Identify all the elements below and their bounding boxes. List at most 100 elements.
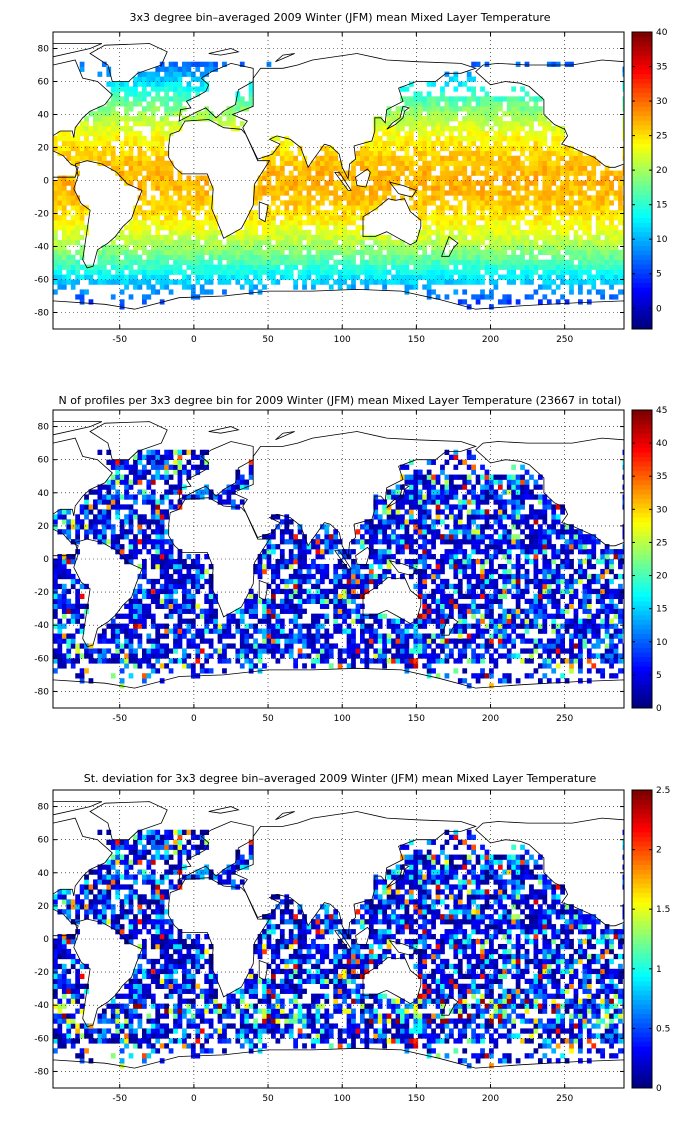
bin-cell: [288, 249, 294, 256]
bin-cell: [110, 479, 116, 485]
bin-cell: [413, 145, 419, 152]
bin-cell: [182, 598, 187, 604]
bin-cell: [53, 608, 58, 614]
bin-cell: [497, 140, 503, 147]
bin-cell: [453, 116, 459, 122]
bin-cell: [84, 225, 89, 231]
bin-cell: [266, 160, 272, 166]
bin-cell: [333, 593, 339, 600]
bin-cell: [168, 474, 174, 480]
bin-cell: [578, 170, 583, 176]
bin-cell: [195, 116, 201, 122]
bin-cell: [328, 244, 334, 251]
bin-cell: [533, 234, 539, 241]
bin-cell: [97, 269, 103, 275]
bin-cell: [489, 220, 494, 226]
bin-cell: [128, 140, 134, 147]
bin-cell: [364, 249, 370, 256]
bin-cell: [150, 449, 156, 455]
bin-cell: [279, 239, 285, 246]
bin-cell: [288, 578, 294, 585]
bin-cell: [417, 234, 423, 241]
bin-cell: [164, 269, 169, 275]
bin-cell: [235, 269, 241, 275]
bin-cell: [391, 249, 396, 256]
bin-cell: [199, 71, 205, 77]
bin-cell: [239, 663, 245, 669]
bin-cell: [484, 269, 490, 275]
bin-cell: [61, 588, 67, 595]
bin-cell: [489, 249, 494, 256]
bin-cell: [186, 215, 192, 221]
bin-cell: [466, 200, 472, 206]
bin-cell: [288, 254, 294, 260]
bin-cell: [128, 613, 134, 619]
bin-cell: [155, 643, 161, 649]
bin-cell: [275, 618, 281, 624]
bin-cell: [141, 135, 147, 142]
bin-cell: [239, 274, 245, 280]
bin-cell: [448, 254, 454, 260]
bin-cell: [57, 628, 63, 634]
bin-cell: [213, 116, 218, 122]
bin-cell: [262, 269, 267, 275]
bin-cell: [604, 234, 610, 241]
bin-cell: [253, 195, 258, 201]
bin-cell: [190, 598, 196, 604]
bin-cell: [155, 578, 161, 585]
bin-cell: [141, 225, 147, 231]
bin-cell: [546, 249, 552, 256]
bin-cell: [141, 489, 147, 495]
bin-cell: [618, 259, 623, 265]
coastlines: [53, 43, 624, 329]
bin-cell: [373, 638, 379, 644]
bin-cell: [155, 254, 161, 260]
bin-cell: [595, 160, 601, 166]
bin-cell: [57, 135, 63, 142]
bin-cell: [195, 643, 201, 649]
bin-cell: [404, 116, 410, 122]
bin-cell: [444, 294, 450, 300]
bin-cell: [182, 249, 187, 256]
bin-cell: [61, 514, 67, 520]
bin-cell: [395, 249, 401, 256]
bin-cell: [351, 269, 356, 275]
bin-cell: [302, 195, 307, 201]
bin-cell: [133, 598, 138, 604]
bin-cell: [150, 170, 156, 176]
bin-cell: [426, 289, 432, 295]
bin-cell: [573, 254, 579, 260]
bin-cell: [150, 140, 156, 147]
bin-cell: [253, 284, 258, 290]
bin-cell: [564, 230, 570, 236]
bin-cell: [302, 653, 307, 659]
bin-cell: [453, 225, 459, 231]
bin-cell: [248, 244, 254, 251]
bin-cell: [582, 259, 588, 265]
bin-cell: [173, 239, 178, 246]
bin-cell: [502, 264, 508, 270]
bin-cell: [506, 111, 512, 117]
bin-cell: [119, 170, 125, 176]
bin-cell: [124, 101, 129, 107]
bin-cell: [355, 215, 361, 221]
bin-cell: [622, 225, 624, 231]
bin-cell: [355, 583, 361, 590]
bin-cell: [391, 264, 396, 270]
bin-cell: [435, 180, 441, 186]
bin-cell: [115, 464, 121, 470]
bin-cell: [533, 244, 539, 251]
bin-cell: [222, 279, 227, 285]
bin-cell: [502, 175, 508, 181]
bin-cell: [360, 623, 365, 629]
bin-cell: [484, 244, 490, 251]
bin-cell: [235, 648, 241, 654]
bin-cell: [613, 279, 619, 285]
bin-cell: [413, 269, 419, 275]
coastline: [53, 288, 624, 329]
bin-cell: [506, 150, 512, 157]
bin-cell: [137, 638, 143, 644]
bin-cell: [173, 205, 178, 211]
bin-cell: [489, 239, 494, 246]
bin-cell: [84, 603, 89, 609]
